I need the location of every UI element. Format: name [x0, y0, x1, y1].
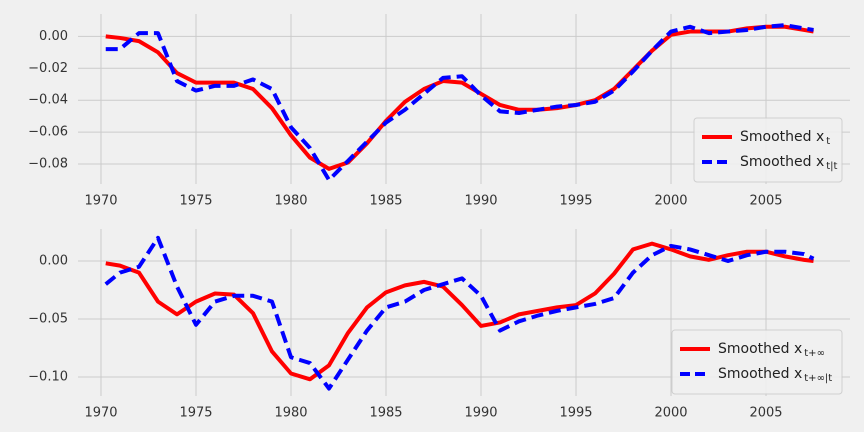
legend-label: Smoothed x t+∞ [718, 341, 825, 359]
plot-area [104, 235, 815, 391]
legend-subscript: t+∞|t [804, 373, 832, 384]
y-tick-label: 0.00 [39, 29, 68, 44]
x-tick-label: 1985 [369, 406, 402, 421]
x-tick-label: 2005 [749, 194, 782, 209]
x-tick-label: 1990 [464, 194, 497, 209]
x-tick-label: 1975 [179, 194, 212, 209]
y-tick-label: −0.08 [28, 157, 68, 172]
x-tick-label: 1995 [559, 194, 592, 209]
x-tick-label: 1970 [84, 194, 117, 209]
subplot: 0.00 −0.05 −0.10 1970 1975 1980 1985 1990 1995 20… [28, 229, 850, 421]
legend-box [693, 117, 843, 183]
x-tick-label: 1980 [274, 406, 307, 421]
x-tick-label: 1995 [559, 406, 592, 421]
legend-label: Smoothed x t|t [740, 154, 838, 172]
legend-subscript: t+∞ [804, 348, 825, 359]
y-tick-label: −0.04 [28, 93, 68, 108]
x-tick-label: 1985 [369, 194, 402, 209]
x-tick-label: 1980 [274, 194, 307, 209]
y-tick-label: −0.10 [28, 369, 68, 384]
y-tick-label: 0.00 [39, 254, 68, 269]
x-tick-label: 1990 [464, 406, 497, 421]
legend-subscript: t [826, 136, 830, 147]
legend: Smoothed x t+∞Smoothed x t+∞|t [671, 329, 843, 395]
x-tick-label: 2000 [654, 194, 687, 209]
x-tick-label: 1975 [179, 406, 212, 421]
y-tick-label: −0.02 [28, 61, 68, 76]
legend-name: Smoothed x [740, 154, 824, 170]
plot-area [105, 23, 814, 183]
legend-box [671, 329, 843, 395]
y-tick-label: −0.06 [28, 125, 68, 140]
legend-name: Smoothed x [718, 341, 802, 357]
x-tick-label: 1970 [84, 406, 117, 421]
data-line [105, 241, 814, 382]
legend-name: Smoothed x [718, 366, 802, 382]
data-line [105, 23, 814, 183]
x-tick-label: 2005 [749, 406, 782, 421]
subplot: 0.00 −0.02 −0.04 −0.06 −0.08 1970 1975 1980 1985… [28, 14, 850, 209]
legend-subscript: t|t [826, 161, 837, 172]
legend-name: Smoothed x [740, 129, 824, 145]
legend-label: Smoothed x t+∞|t [718, 366, 832, 384]
data-line [104, 235, 815, 391]
x-tick-label: 2000 [654, 406, 687, 421]
y-tick-label: −0.05 [28, 311, 68, 326]
